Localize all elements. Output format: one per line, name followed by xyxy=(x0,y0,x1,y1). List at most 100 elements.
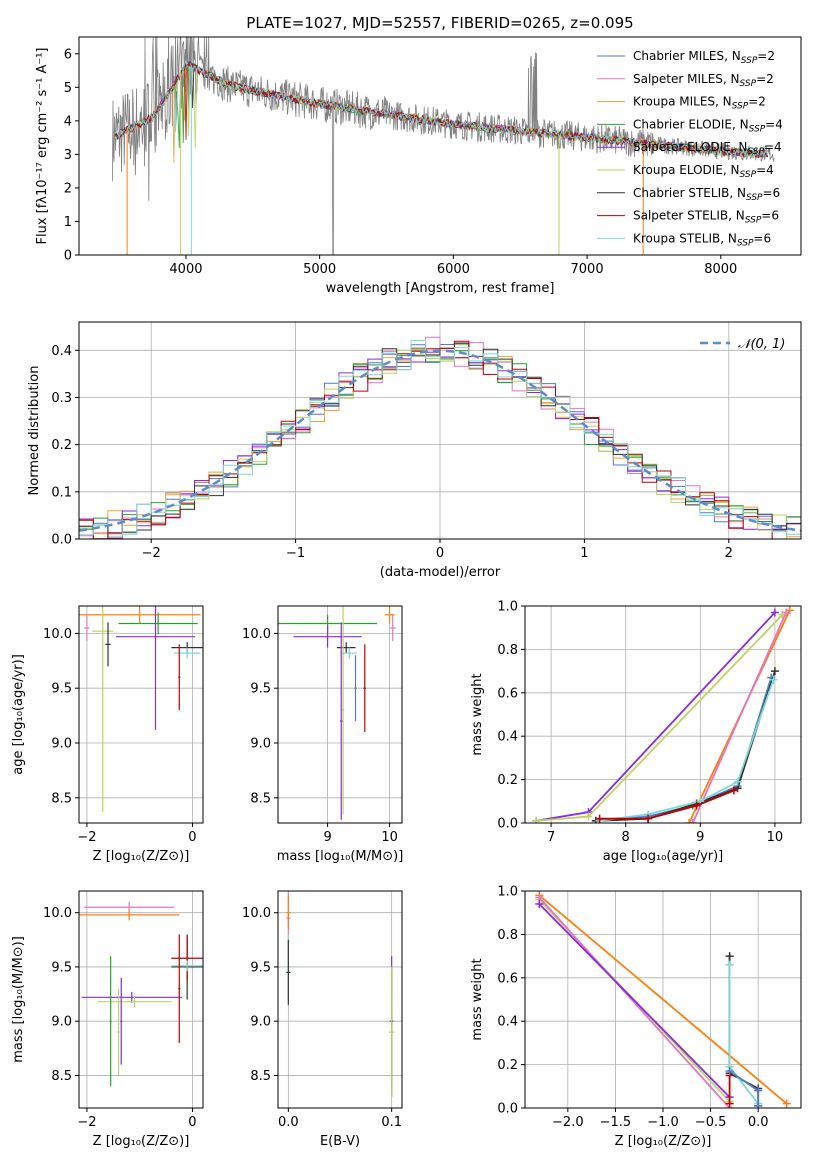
y-tick-label: 2 xyxy=(64,181,72,196)
y-tick-label: 4 xyxy=(64,114,72,129)
weight-marker xyxy=(584,812,593,821)
spectrum-panel: 4000 5000 6000 7000 8000 0 1 2 3 4 5 6 wavelength [A… xyxy=(35,36,802,296)
y-tick-label: 3 xyxy=(64,148,72,163)
x-tick-label: −0.5 xyxy=(695,1115,727,1130)
y-tick-label: 0.0 xyxy=(497,817,518,832)
histogram-kroupa_elodie xyxy=(79,344,801,539)
x-tick-label: 0 xyxy=(188,1115,196,1130)
weight-marker xyxy=(532,816,541,823)
legend-entry: Chabrier ELODIE, NSSP=4 xyxy=(633,117,783,134)
weight-line-chabrier_stelib xyxy=(728,956,760,1106)
y-tick-label: 0 xyxy=(64,249,72,264)
y-tick-label: 6 xyxy=(64,47,72,62)
axes-frame xyxy=(277,605,403,824)
axes-frame xyxy=(78,605,204,824)
y-tick-label: 0.4 xyxy=(497,1015,518,1030)
y-axis-label: age [log₁₀(age/yr)] xyxy=(11,654,26,775)
weight-line-salpeter_elodie xyxy=(538,903,731,1098)
x-tick-label: 0 xyxy=(188,830,196,845)
legend-entry: Salpeter MILES, NSSP=2 xyxy=(633,72,774,89)
plot-area xyxy=(79,606,203,813)
weight-marker xyxy=(754,1101,763,1108)
weight-vs-z-panel: −2.0 −1.5 −1.0 −0.5 0.0 0.0 0.2 0.4 0.6 0.8 1.0 Z [… xyxy=(470,885,802,1149)
weight-marker xyxy=(770,667,779,676)
x-tick-label: 5000 xyxy=(303,262,336,277)
normal-curve xyxy=(79,349,801,532)
x-tick-label: −1.0 xyxy=(647,1115,679,1130)
legend-name: Chabrier STELIB, N xyxy=(633,186,746,200)
x-tick-label: 0.0 xyxy=(278,1115,299,1130)
y-tick-label: 9.0 xyxy=(51,1015,72,1030)
x-tick-label: −2 xyxy=(142,546,161,561)
x-axis-label: E(B-V) xyxy=(320,1134,360,1149)
y-tick-label: 0.8 xyxy=(497,928,518,943)
y-tick-label: 0.6 xyxy=(497,971,518,986)
legend-sub: SSP xyxy=(740,170,757,180)
legend-name: Kroupa MILES, N xyxy=(633,95,732,109)
legend-sub: SSP xyxy=(745,216,762,226)
x-axis-label: age [log₁₀(age/yr)] xyxy=(603,849,724,864)
x-tick-label: 4000 xyxy=(169,262,202,277)
weight-line-salpeter_stelib xyxy=(599,789,735,820)
x-tick-label: 6000 xyxy=(437,262,470,277)
y-tick-label: 8.5 xyxy=(51,791,72,806)
y-tick-label: 9.0 xyxy=(51,736,72,751)
plot-area xyxy=(112,37,775,255)
y-tick-label: 9.0 xyxy=(250,1015,271,1030)
x-tick-label: 7 xyxy=(547,830,555,845)
y-tick-label: 0.8 xyxy=(497,643,518,658)
legend-sub: SSP xyxy=(732,102,749,112)
x-axis-label: Z [log₁₀(Z/Z⊙)] xyxy=(615,1134,712,1149)
x-axis-label: (data-model)/error xyxy=(380,565,501,580)
y-tick-label: 9.5 xyxy=(51,682,72,697)
legend-sub: SSP xyxy=(746,193,763,203)
histogram-kroupa_stelib xyxy=(79,339,801,536)
legend-sub: SSP xyxy=(740,79,757,89)
x-tick-label: −1 xyxy=(286,546,305,561)
y-tick-label: 8.5 xyxy=(250,1069,271,1084)
legend-sub: SSP xyxy=(747,147,764,157)
residuals-panel: −2 −1 0 1 2 0.0 0.1 0.2 0.3 0.4 (data-model)/error… xyxy=(27,321,802,580)
x-tick-label: −2 xyxy=(77,830,96,845)
legend-entry: Kroupa MILES, NSSP=2 xyxy=(633,95,766,112)
y-tick-label: 1.0 xyxy=(497,600,518,615)
y-axis-label: Normed distribution xyxy=(27,366,42,496)
weight-marker xyxy=(782,608,791,617)
x-tick-label: −2 xyxy=(77,1115,96,1130)
x-tick-label: 10 xyxy=(381,830,398,845)
legend-tail: =4 xyxy=(756,163,774,177)
weight-marker xyxy=(754,1086,763,1095)
weight-line-kroupa_elodie xyxy=(536,614,784,822)
legend-tail: =6 xyxy=(761,209,779,223)
x-tick-label: 0.0 xyxy=(748,1115,769,1130)
y-tick-label: 9.0 xyxy=(250,736,271,751)
legend-name: Salpeter ELODIE, N xyxy=(633,140,747,154)
axes-frame xyxy=(277,890,403,1109)
y-tick-label: 0.6 xyxy=(497,686,518,701)
weight-marker xyxy=(729,786,738,795)
weight-marker xyxy=(769,675,778,684)
y-tick-label: 0.4 xyxy=(497,730,518,745)
legend-tail: =4 xyxy=(764,140,782,154)
age-vs-mass-panel: 9 10 8.5 9.0 9.5 10.0 mass [log₁₀(M/M⊙)] xyxy=(242,605,403,864)
legend-entry: 𝒩(0, 1) xyxy=(738,337,785,352)
y-tick-label: 1.0 xyxy=(497,885,518,900)
weight-line-salpeter_miles xyxy=(691,612,787,823)
weight-line-chabrier_stelib xyxy=(595,670,776,822)
model-fit-kroupa_stelib xyxy=(114,58,769,159)
x-tick-label: 0.1 xyxy=(381,1115,402,1130)
weight-line-kroupa_stelib xyxy=(728,964,759,1105)
weight-marker xyxy=(725,1099,734,1108)
y-tick-label: 8.5 xyxy=(250,791,271,806)
legend-tail: =6 xyxy=(763,186,781,200)
legend-entry: Salpeter ELODIE, NSSP=4 xyxy=(633,140,782,157)
y-tick-label: 8.5 xyxy=(51,1069,72,1084)
x-tick-label: 8 xyxy=(622,830,630,845)
plot-area xyxy=(535,891,791,1108)
y-tick-label: 9.5 xyxy=(250,960,271,975)
weight-line-chabrier_miles xyxy=(595,677,773,822)
legend-name: Salpeter MILES, N xyxy=(633,72,740,86)
x-axis-label: Z [log₁₀(Z/Z⊙)] xyxy=(93,849,190,864)
plot-area xyxy=(79,901,203,1087)
